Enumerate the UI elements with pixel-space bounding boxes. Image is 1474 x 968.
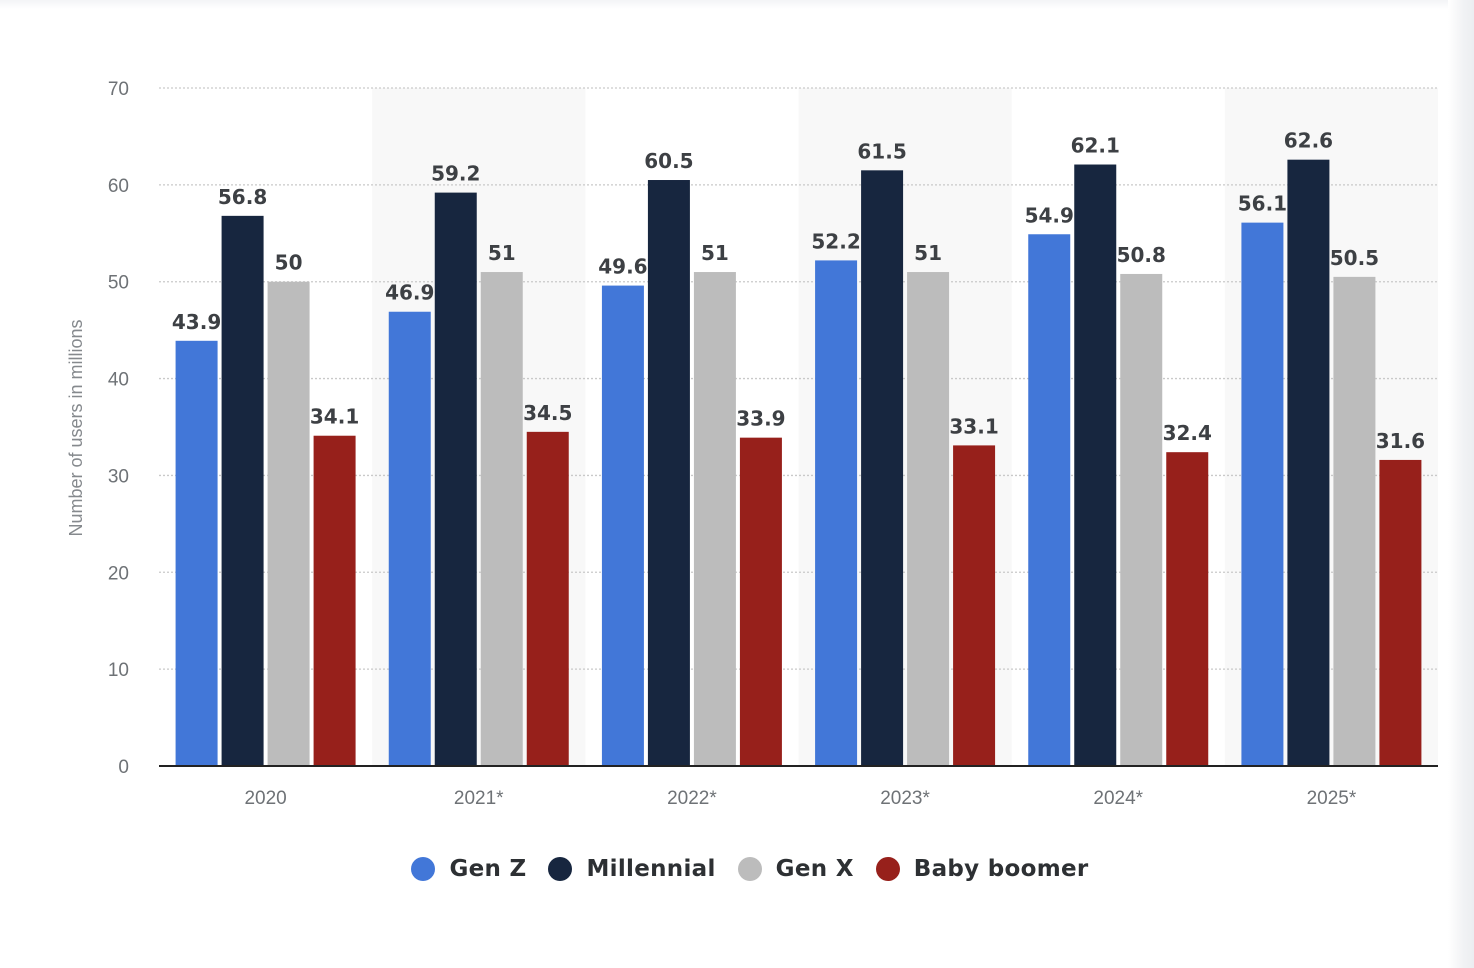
x-tick-label: 2020 xyxy=(244,788,286,809)
x-tick-label: 2023* xyxy=(880,788,930,809)
bars xyxy=(175,159,1422,767)
bar xyxy=(1379,459,1422,766)
bar xyxy=(1120,273,1163,766)
y-tick-label: 10 xyxy=(108,660,129,681)
bar-value-label: 33.1 xyxy=(949,414,998,438)
bar-value-label: 52.2 xyxy=(811,229,860,253)
bar xyxy=(480,272,523,766)
gridlines xyxy=(159,87,1438,670)
y-axis-ticks: 0 10 20 30 40 50 60 70 xyxy=(108,79,129,778)
legend-item[interactable]: Baby boomer xyxy=(875,856,1089,882)
bar xyxy=(907,272,950,766)
legend-label: Millennial xyxy=(586,856,716,882)
bar xyxy=(1333,276,1376,766)
bar xyxy=(175,340,218,766)
bar-value-label: 62.1 xyxy=(1071,134,1120,158)
legend-color-dot xyxy=(411,857,436,881)
bar-value-label: 32.4 xyxy=(1163,421,1212,445)
legend-item[interactable]: Gen Z xyxy=(411,856,526,882)
bar-value-label: 62.6 xyxy=(1284,129,1333,153)
bar-value-label: 51 xyxy=(701,241,729,265)
bar-value-label: 56.8 xyxy=(218,185,267,209)
bar-value-label: 51 xyxy=(914,241,942,265)
bar-value-label: 33.9 xyxy=(736,407,785,431)
y-tick-label: 60 xyxy=(108,176,129,197)
bar xyxy=(739,437,782,766)
y-tick-label: 40 xyxy=(108,370,129,391)
x-tick-label: 2022* xyxy=(667,788,717,809)
bar-value-label: 60.5 xyxy=(644,149,693,173)
x-tick-label: 2025* xyxy=(1307,788,1357,809)
bar xyxy=(647,180,690,766)
bar-value-label: 59.2 xyxy=(431,162,480,186)
bar xyxy=(1028,234,1071,767)
bar xyxy=(815,260,858,766)
y-tick-label: 30 xyxy=(108,466,129,487)
bar-value-label: 34.5 xyxy=(523,401,572,425)
bar-value-label: 56.1 xyxy=(1238,192,1287,216)
bar xyxy=(388,311,431,766)
x-axis-ticks: 2020 2021* 2022* 2023* 2024* 2025* xyxy=(244,788,1356,809)
y-tick-label: 70 xyxy=(108,79,129,100)
card-right-shadow xyxy=(1448,0,1474,968)
bar xyxy=(434,192,477,766)
legend-color-dot xyxy=(548,857,573,881)
legend-color-dot xyxy=(737,857,762,881)
data-labels: 43.9 56.8 50 34.1 46.9 59.2 51 34.5 49.6 60.5 51 33… xyxy=(172,129,1425,453)
legend-label: Gen Z xyxy=(449,856,527,882)
bar-value-label: 50.5 xyxy=(1330,246,1379,270)
card-top-shadow xyxy=(0,0,1474,9)
y-tick-label: 0 xyxy=(118,757,129,778)
bar-value-label: 50.8 xyxy=(1117,243,1166,267)
legend-color-dot xyxy=(875,857,900,881)
bar-value-label: 34.1 xyxy=(310,405,359,429)
bar xyxy=(526,431,569,766)
bar-value-label: 49.6 xyxy=(598,255,647,279)
legend: Gen Z Millennial Gen X Baby boomer xyxy=(0,856,1474,882)
bar-value-label: 51 xyxy=(488,241,516,265)
bar-value-label: 54.9 xyxy=(1025,203,1074,227)
bar xyxy=(267,281,310,766)
bar xyxy=(1166,452,1209,766)
y-tick-label: 50 xyxy=(108,273,129,294)
legend-item[interactable]: Gen X xyxy=(737,856,854,882)
bar xyxy=(601,285,644,766)
bar-value-label: 31.6 xyxy=(1376,429,1425,453)
bar xyxy=(221,215,264,766)
bar xyxy=(861,170,904,767)
x-tick-label: 2021* xyxy=(454,788,504,809)
bar xyxy=(1287,159,1330,766)
bar-value-label: 43.9 xyxy=(172,310,221,334)
x-tick-label: 2024* xyxy=(1093,788,1143,809)
bar-value-label: 61.5 xyxy=(857,139,906,163)
bar-value-label: 50 xyxy=(275,251,303,275)
bar xyxy=(313,435,356,766)
bar xyxy=(693,272,736,766)
bar xyxy=(1074,164,1117,766)
legend-label: Gen X xyxy=(775,856,854,882)
y-tick-label: 20 xyxy=(108,563,129,584)
bar-value-label: 46.9 xyxy=(385,281,434,305)
legend-label: Baby boomer xyxy=(913,856,1089,882)
bar xyxy=(1241,222,1284,767)
y-axis-title: Number of users in millions xyxy=(66,319,86,536)
bar xyxy=(953,445,996,766)
legend-item[interactable]: Millennial xyxy=(548,856,715,882)
